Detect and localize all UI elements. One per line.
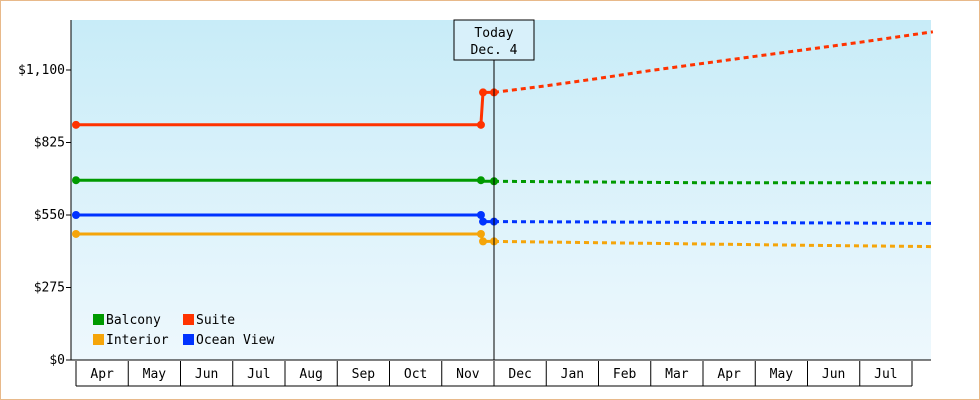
legend-label: Interior xyxy=(106,333,169,348)
y-tick-label: $0 xyxy=(49,353,65,368)
y-tick-label: $275 xyxy=(34,281,65,296)
legend-label: Ocean View xyxy=(196,333,274,348)
data-point xyxy=(72,176,80,185)
x-tick-label: May xyxy=(770,367,794,382)
data-point xyxy=(476,176,485,185)
legend-label: Suite xyxy=(196,313,235,328)
series-forecast-line xyxy=(493,179,933,185)
data-point xyxy=(72,211,80,219)
x-tick-label: Mar xyxy=(665,367,689,382)
today-box xyxy=(453,19,535,61)
x-tick-label: Jul xyxy=(247,367,270,382)
data-point xyxy=(479,217,488,226)
today-date: Dec. 4 xyxy=(471,43,518,58)
today-marker: Today Dec. 4 xyxy=(453,19,535,360)
data-point xyxy=(476,229,485,238)
data-point xyxy=(479,237,488,246)
legend-swatch xyxy=(183,314,194,325)
x-tick-label: Jan xyxy=(561,367,584,382)
x-tick-label: Nov xyxy=(456,367,480,382)
legend-swatch xyxy=(93,314,104,325)
y-tick-label: $825 xyxy=(34,136,65,151)
series-forecast-line xyxy=(493,239,933,249)
legend: Balcony Suite Interior Ocean View xyxy=(93,313,274,348)
x-tick-label: Aug xyxy=(299,367,322,382)
x-tick-label: Apr xyxy=(90,367,114,382)
x-tick-label: Oct xyxy=(404,367,427,382)
y-axis: $0 $275 $550 $825 $1,100 xyxy=(18,20,72,368)
x-tick-label: May xyxy=(143,367,167,382)
data-point xyxy=(479,88,488,97)
x-tick-label: Apr xyxy=(717,367,741,382)
x-tick-label: Feb xyxy=(613,367,637,382)
data-point xyxy=(476,120,485,129)
legend-swatch xyxy=(93,334,104,345)
x-tick-label: Jun xyxy=(195,367,218,382)
x-axis: Apr May Jun Jul Aug Sep Oct Nov Dec Jan Feb Mar Apr M… xyxy=(71,359,931,387)
series-suite xyxy=(76,30,934,127)
data-point xyxy=(476,211,485,219)
data-point xyxy=(72,120,80,129)
legend-swatch xyxy=(183,334,194,345)
x-tick-label: Jun xyxy=(822,367,845,382)
x-tick-label: Dec xyxy=(508,367,531,382)
series-history-line xyxy=(76,178,494,183)
marker-layer xyxy=(72,88,498,246)
data-point xyxy=(72,229,80,238)
today-label: Today xyxy=(474,26,513,41)
plot-background xyxy=(71,20,931,360)
y-tick-label: $1,100 xyxy=(18,63,65,78)
y-tick-label: $550 xyxy=(34,208,65,223)
series-history-line xyxy=(76,90,494,127)
series-forecast-line xyxy=(493,30,934,94)
x-tick-label: Jul xyxy=(874,367,897,382)
legend-label: Balcony xyxy=(106,313,161,328)
x-tick-label: Sep xyxy=(352,367,376,382)
series-forecast-line xyxy=(493,220,933,225)
